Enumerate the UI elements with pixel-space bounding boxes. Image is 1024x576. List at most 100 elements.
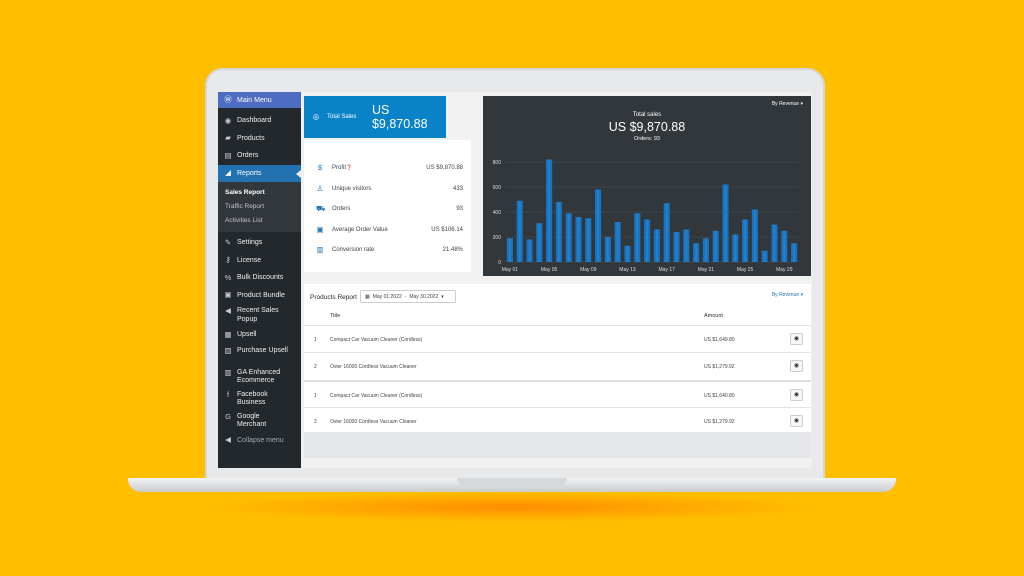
stat-value: 433	[452, 185, 463, 192]
calendar-icon: ▣	[316, 224, 324, 234]
row-amount: US $1,279.92	[704, 364, 735, 370]
total-sales-card: ◎ Total Sales US $9,870.88	[304, 96, 446, 138]
sidebar-item-upsell[interactable]: ▦ Upsell	[218, 326, 301, 344]
megaphone-icon: ◀	[225, 306, 231, 315]
stat-label: Conversion rate	[332, 247, 375, 254]
bar	[555, 202, 562, 262]
sidebar-item-label: Products	[237, 134, 265, 142]
bar	[595, 189, 602, 262]
bar	[546, 159, 553, 262]
sidebar-item-label: Product Bundle	[237, 291, 285, 299]
stat-label: Orders	[332, 206, 351, 213]
bar-highlight	[616, 222, 619, 262]
calendar-icon: ▦	[365, 293, 370, 300]
target-icon: ◎	[312, 112, 320, 121]
bar	[712, 230, 719, 262]
bar	[722, 184, 729, 262]
submenu-activities-list[interactable]: Activities List	[225, 217, 263, 224]
bar-highlight	[567, 213, 570, 262]
row-number: 2	[314, 364, 317, 370]
bar-highlight	[665, 203, 668, 262]
main-menu-header[interactable]: Ⓦ Main Menu	[218, 92, 301, 108]
table-row[interactable]: 2 Ovier 16000 Cordless Vacuum Cleaner US $…	[304, 352, 811, 379]
view-eye-icon[interactable]: ◉	[790, 415, 803, 427]
sidebar-item-google-merchant[interactable]: G Google Merchant	[218, 410, 301, 432]
orders-icon: ▤	[224, 150, 232, 160]
sidebar-item-products[interactable]: ▰ Products	[218, 130, 301, 148]
y-tick-label: 600	[493, 185, 502, 191]
sidebar-item-product-bundle[interactable]: ▣ Product Bundle	[218, 287, 301, 305]
stat-value: US $106.14	[431, 226, 463, 233]
bar	[751, 209, 758, 262]
bar	[663, 203, 670, 262]
view-eye-icon[interactable]: ◉	[790, 360, 803, 372]
stat-label: Unique visitors	[332, 185, 372, 192]
bar	[761, 250, 768, 262]
bar-highlight	[714, 230, 717, 262]
bar-highlight	[773, 224, 776, 262]
bar	[771, 224, 778, 262]
date-range-picker[interactable]: ▦ May 01.2022 · May 30.2022 ▾	[360, 290, 456, 303]
main-menu-label: Main Menu	[237, 96, 272, 104]
chart-icon: ▥	[316, 245, 324, 255]
collapse-icon: ◀	[225, 435, 231, 445]
chart-revenue-select[interactable]: By Revenue ▾	[771, 101, 803, 107]
report-revenue-select[interactable]: By Revenue ▾	[771, 292, 803, 298]
help-icon[interactable]: ❓	[346, 165, 353, 172]
admin-sidebar: Ⓦ Main Menu ◉ Dashboard ▰ Products ▤ Orders ◢ R…	[218, 92, 301, 468]
sidebar-item-purchase-upsell[interactable]: ▨ Purchase Upsell	[218, 344, 301, 366]
sidebar-item-bulk-discounts[interactable]: % Bulk Discounts	[218, 269, 301, 287]
bar	[516, 200, 523, 262]
sidebar-item-label: GA Enhanced Ecommerce	[237, 368, 281, 385]
sidebar-item-label: Facebook Business	[237, 390, 268, 407]
sidebar-item-label: Google Merchant	[237, 412, 267, 429]
sidebar-item-dashboard[interactable]: ◉ Dashboard	[218, 112, 301, 130]
sidebar-item-reports[interactable]: ◢ Reports	[218, 164, 301, 182]
report-title: Products Report	[310, 294, 357, 301]
x-tick-label: May 25	[737, 267, 754, 273]
sidebar-item-recent-sales-popup[interactable]: ◀ Recent Sales Popup	[218, 304, 301, 326]
laptop-notch	[457, 478, 567, 486]
row-title: Compact Car Vacuum Cleaner (Cordless)	[330, 393, 423, 399]
bar-highlight	[783, 230, 786, 262]
sidebar-item-ga-enhanced-ecommerce[interactable]: ▥ GA Enhanced Ecommerce	[218, 366, 301, 388]
sidebar-item-license[interactable]: ⚷ License	[218, 252, 301, 270]
x-tick-label: May 09	[580, 267, 597, 273]
products-report: Products Report ▦ May 01.2022 · May 30.2…	[304, 284, 811, 432]
user-icon: ♙	[316, 183, 324, 193]
view-eye-icon[interactable]: ◉	[790, 389, 803, 401]
sidebar-item-collapse-menu[interactable]: ◀ Collapse menu	[218, 432, 301, 450]
sidebar-item-label: Settings	[237, 239, 263, 247]
stat-conversion-rate: ▥ Conversion rate 21.48%	[304, 240, 471, 261]
google-icon: G	[225, 411, 231, 421]
bar-highlight	[646, 219, 649, 262]
date-to: May 30.2022	[409, 293, 439, 300]
row-amount: US $1,640.80	[704, 393, 735, 399]
table-row[interactable]: 2 Ovier 16000 Cordless Vacuum Cleaner US $…	[304, 407, 811, 434]
sidebar-item-label: Dashboard	[237, 117, 272, 125]
bar-highlight	[704, 238, 707, 262]
bar	[781, 230, 788, 262]
table-row[interactable]: 1 Compact Car Vacuum Cleaner (Cordless) US…	[304, 380, 811, 407]
submenu-traffic-report[interactable]: Traffic Report	[225, 203, 265, 210]
x-tick-label: May 17	[658, 267, 675, 273]
bar-highlight	[655, 229, 658, 262]
bar-highlight	[695, 243, 698, 262]
report-column-header: Title Amount	[304, 311, 811, 323]
bar	[604, 237, 611, 262]
table-row[interactable]: 1 Compact Car Vacuum Cleaner (Cordless) US…	[304, 325, 811, 352]
cart-icon: ▨	[224, 345, 232, 355]
products-icon: ▰	[225, 133, 231, 143]
sidebar-item-orders[interactable]: ▤ Orders	[218, 147, 301, 165]
sidebar-item-facebook-business[interactable]: f Facebook Business	[218, 388, 301, 410]
sidebar-item-label: Orders	[237, 152, 259, 160]
report-footer	[304, 432, 811, 458]
bar-highlight	[744, 219, 747, 262]
submenu-sales-report[interactable]: Sales Report	[225, 189, 265, 196]
view-eye-icon[interactable]: ◉	[790, 333, 803, 345]
sidebar-item-settings[interactable]: ✎ Settings	[218, 234, 301, 252]
facebook-icon: f	[226, 389, 230, 399]
x-tick-label: May 05	[541, 267, 558, 273]
stat-unique-visitors: ♙ Unique visitors 433	[304, 179, 471, 200]
bar-highlight	[597, 189, 600, 262]
